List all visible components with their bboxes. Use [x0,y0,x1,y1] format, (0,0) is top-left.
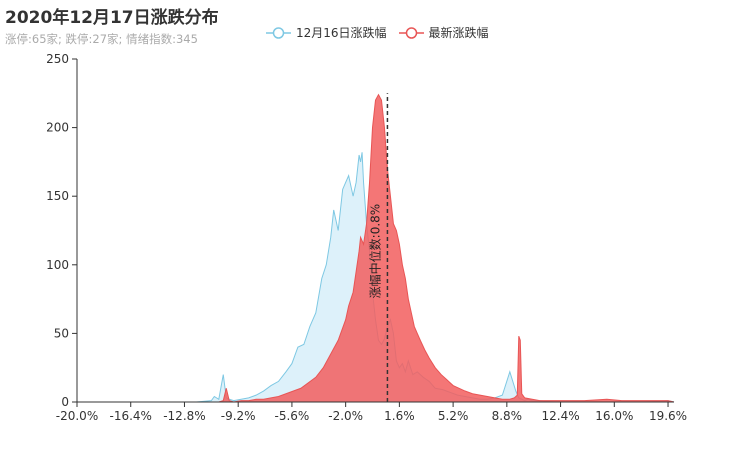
x-tick-label-6: 1.6% [384,409,415,423]
legend-label-series-0: 12月16日涨跌幅 [296,26,387,40]
x-tick-label-2: -12.8% [163,409,205,423]
x-tick-label-3: -9.2% [221,409,256,423]
y-tick-label-0: 0 [61,395,69,409]
x-tick-label-11: 19.6% [649,409,687,423]
legend-swatch-series-0-icon [266,26,291,39]
y-tick-label-3: 150 [46,189,69,203]
x-tick-label-10: 16.0% [595,409,633,423]
y-tick-label-2: 100 [46,258,69,272]
legend-swatch-series-1-icon [398,26,424,39]
legend-item-series-0[interactable]: 12月16日涨跌幅 [266,24,387,41]
x-tick-label-7: 5.2% [438,409,469,423]
y-tick-label-5: 250 [46,52,69,66]
legend-item-series-1[interactable]: 最新涨跌幅 [398,24,489,41]
legend-label-series-1: 最新涨跌幅 [428,26,489,40]
y-tick-label-1: 50 [54,326,69,340]
chart-title: 2020年12月17日涨跌分布 [5,8,219,28]
chart-subtitle: 涨停:65家; 跌停:27家; 情绪指数:345 [5,32,198,46]
legend: 12月16日涨跌幅 最新涨跌幅 [266,24,501,41]
x-tick-label-5: -2.0% [328,409,363,423]
y-tick-label-4: 200 [46,121,69,135]
x-tick-label-8: 8.8% [492,409,523,423]
x-tick-label-1: -16.4% [110,409,152,423]
series-1-line [77,93,675,403]
median-label: 涨幅中位数:0.8% [367,204,382,299]
x-tick-label-4: -5.6% [275,409,310,423]
x-tick-label-9: 12.4% [542,409,580,423]
x-tick-label-0: -20.0% [56,409,98,423]
series-1-area [77,94,674,403]
